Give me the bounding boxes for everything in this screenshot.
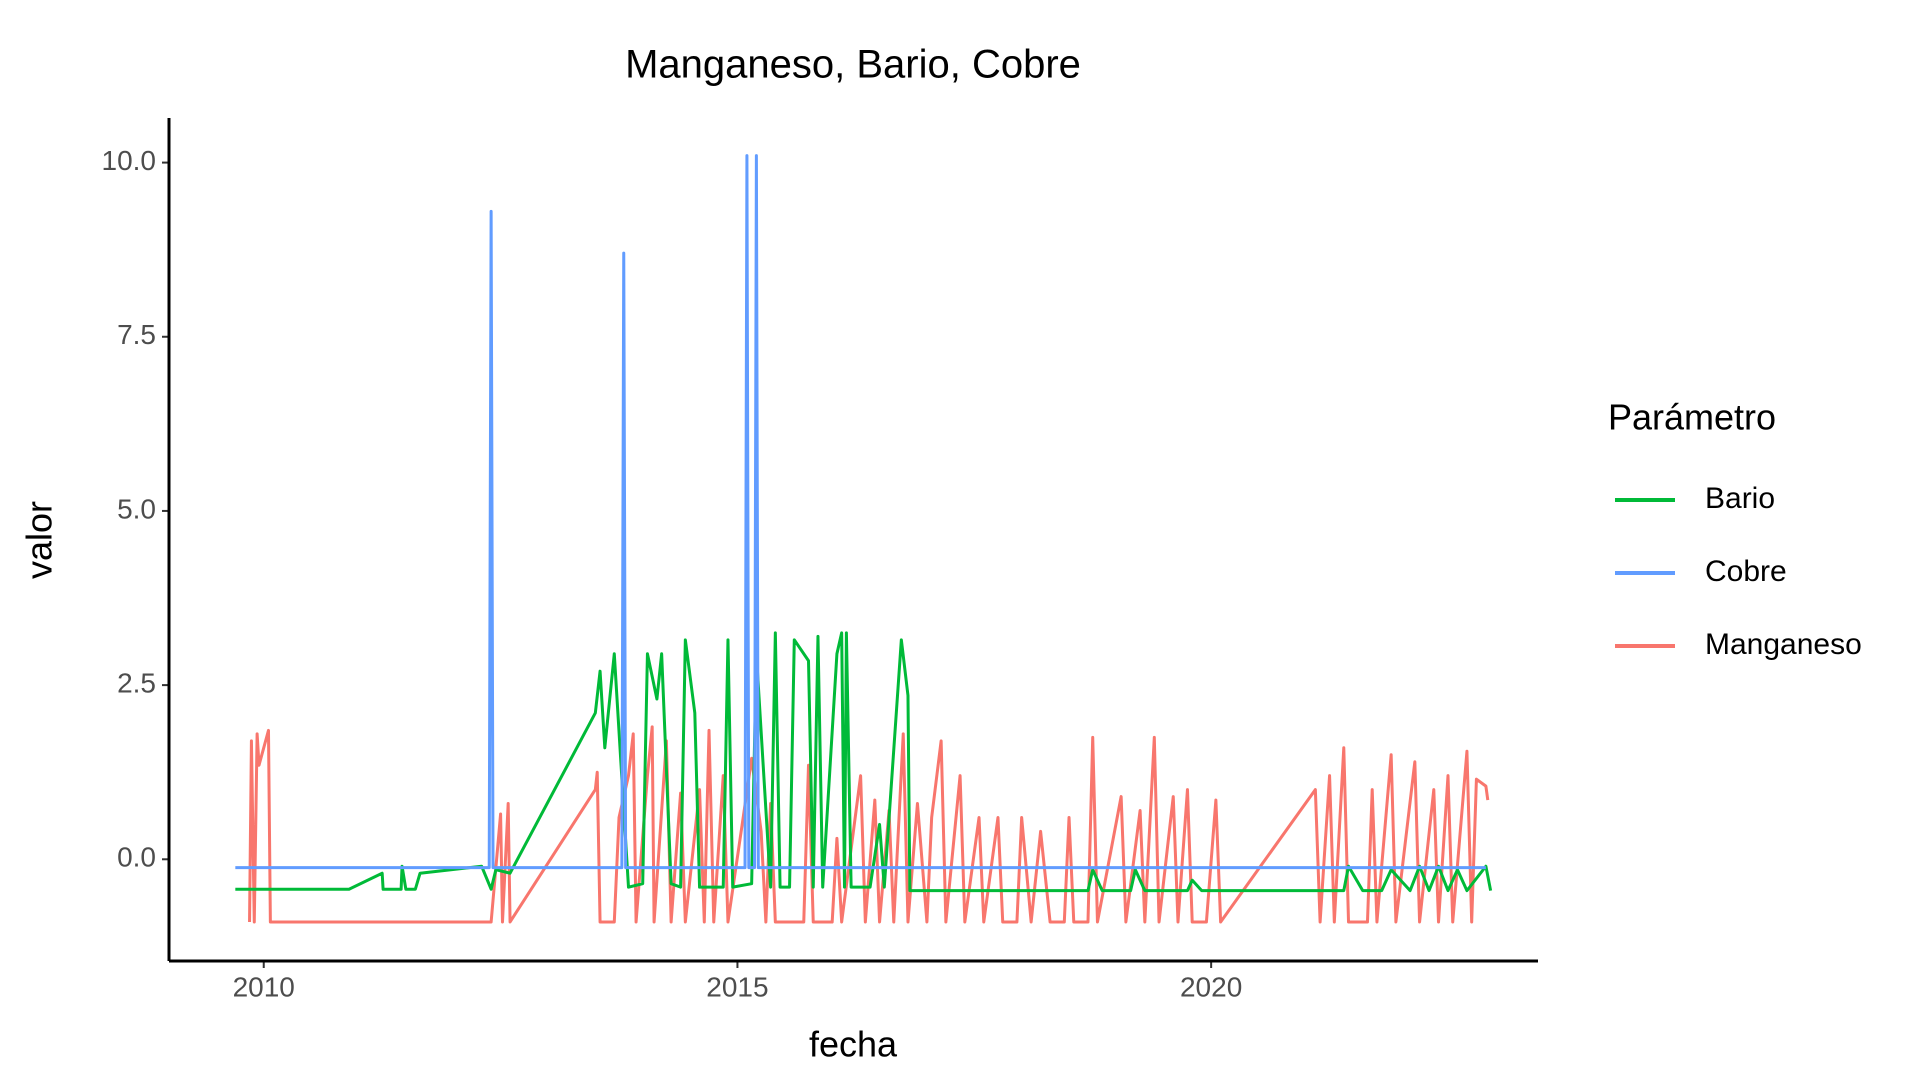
x-tick-label: 2010 <box>233 971 295 1002</box>
legend-label: Manganeso <box>1705 628 1862 661</box>
y-tick-label: 5.0 <box>117 493 156 524</box>
y-tick-label: 10.0 <box>102 145 157 176</box>
y-axis-label: valor <box>19 501 60 579</box>
x-tick-label: 2015 <box>706 971 768 1002</box>
y-tick-label: 2.5 <box>117 667 156 698</box>
legend-label: Bario <box>1705 482 1775 515</box>
y-tick-label: 0.0 <box>117 842 156 873</box>
line <box>235 154 1486 870</box>
line <box>248 725 1490 924</box>
x-axis-label: fecha <box>809 1024 898 1065</box>
x-tick-label: 2020 <box>1180 971 1242 1002</box>
y-tick-label: 7.5 <box>117 319 156 350</box>
line <box>235 631 1493 893</box>
chart-title: Manganeso, Bario, Cobre <box>625 43 1081 87</box>
legend-label: Cobre <box>1705 555 1787 588</box>
legend-title: Parámetro <box>1608 397 1776 438</box>
